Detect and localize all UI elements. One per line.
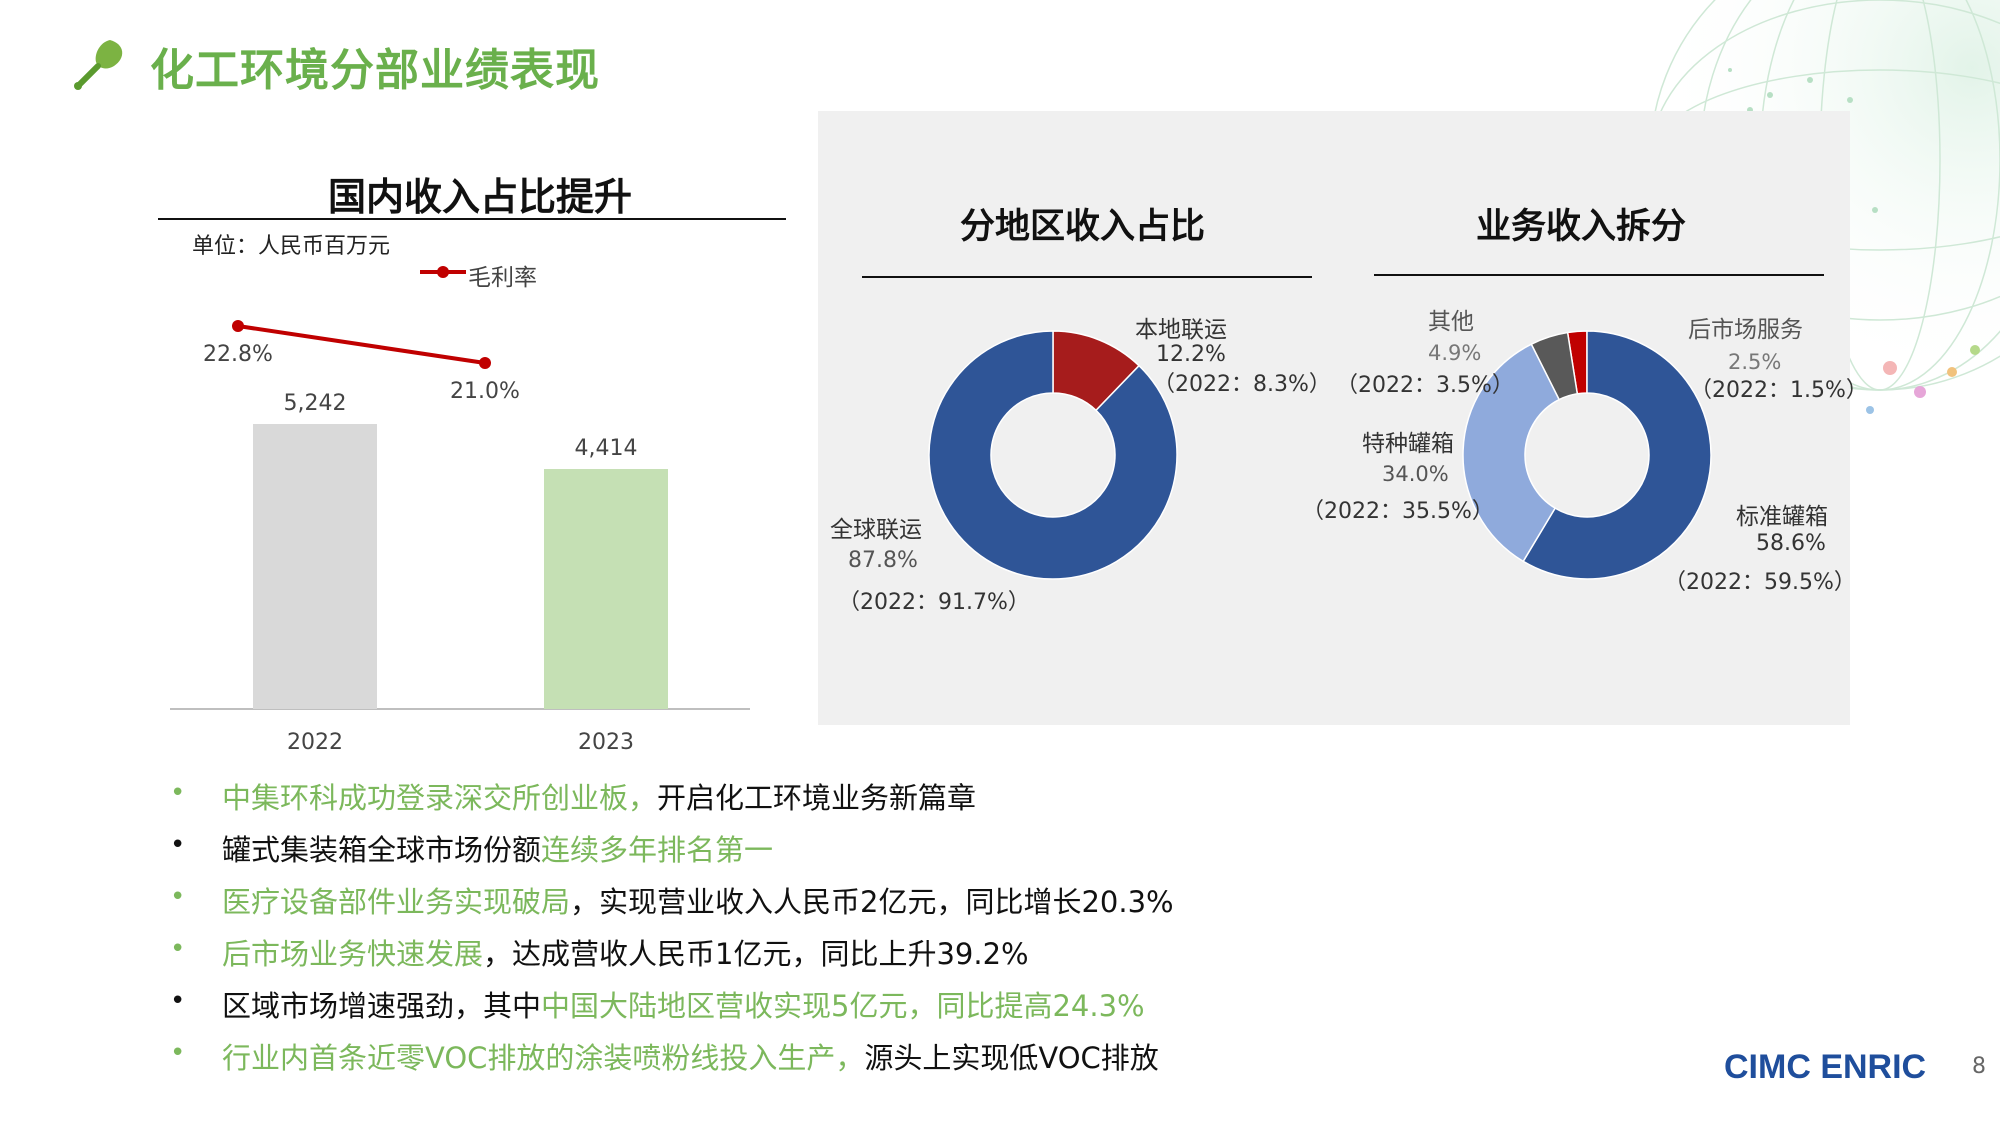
donut-slice-其他 [1530, 331, 1579, 401]
highlight-text: 罐式集装箱全球市场份额连续多年排名第一 [222, 827, 773, 869]
special-tank-prev: （2022：35.5%） [1302, 499, 1494, 524]
donut-slice-全球联运 [928, 330, 1178, 580]
highlight-text-part: 区域市场增速强劲，其中 [222, 989, 542, 1023]
bar-2023 [544, 469, 668, 709]
other-pct: 4.9% [1428, 341, 1482, 365]
bullet-dot-icon: • [170, 934, 186, 964]
highlight-text-part: 连续多年排名第一 [541, 833, 774, 867]
x-tick-2022: 2022 [287, 730, 343, 755]
standard-tank-pct: 58.6% [1756, 531, 1826, 556]
highlight-text-part: 源头上实现低VOC排放 [864, 1041, 1159, 1075]
bullet-dot-icon: • [170, 882, 186, 912]
other-prev: （2022：3.5%） [1336, 373, 1514, 398]
bar-label-2023: 4,414 [575, 436, 638, 461]
page-number: 8 [1972, 1054, 1986, 1079]
margin-line [237, 324, 486, 365]
region-heading-rule [862, 276, 1312, 278]
highlight-text: 行业内首条近零VOC排放的涂装喷粉线投入生产，源头上实现低VOC排放 [222, 1035, 1159, 1077]
bullet-dot-icon: • [170, 778, 186, 808]
highlight-text: 医疗设备部件业务实现破局，实现营业收入人民币2亿元，同比增长20.3% [222, 879, 1174, 921]
highlight-text-part: 中国大陆地区营收实现5亿元，同比提高24.3% [541, 989, 1145, 1023]
bar-2022 [253, 424, 377, 709]
highlight-text-part: 行业内首条近零VOC排放的涂装喷粉线投入生产， [222, 1041, 865, 1075]
unit-label: 单位：人民币百万元 [192, 234, 391, 259]
cimc-enric-logo: CIMC ENRIC [1724, 1048, 1927, 1086]
x-tick-2023: 2023 [578, 730, 634, 755]
margin-label-2022: 22.8% [203, 342, 273, 367]
local-pct: 12.2% [1156, 342, 1226, 367]
highlight-text-part: 罐式集装箱全球市场份额 [222, 833, 542, 867]
highlight-text-part: 中集环科成功登录深交所创业板， [222, 781, 658, 815]
local-prev: （2022：8.3%） [1153, 372, 1331, 397]
local-label: 本地联运 [1135, 317, 1227, 343]
bullet-dot-icon: • [170, 830, 186, 860]
left-chart-heading: 国内收入占比提升 [328, 175, 633, 219]
bullet-dot-icon: • [170, 1038, 186, 1068]
page-title: 化工环境分部业绩表现 [150, 45, 600, 96]
global-prev: （2022：91.7%） [838, 590, 1030, 615]
after-market-prev: （2022：1.5%） [1690, 378, 1868, 403]
region-donut-chart [928, 330, 1178, 580]
business-heading-rule [1374, 274, 1824, 276]
business-donut-chart [1462, 330, 1712, 580]
bullet-dot-icon: • [170, 986, 186, 1016]
standard-tank-prev: （2022：59.5%） [1664, 570, 1856, 595]
after-market-pct: 2.5% [1728, 350, 1782, 374]
after-market-label: 后市场服务 [1688, 317, 1803, 343]
other-label: 其他 [1428, 309, 1474, 335]
standard-tank-label: 标准罐箱 [1736, 504, 1828, 530]
legend-label: 毛利率 [468, 265, 537, 291]
global-label: 全球联运 [830, 517, 922, 543]
legend-line-icon [420, 266, 466, 278]
special-tank-pct: 34.0% [1382, 462, 1449, 486]
margin-point-2023 [479, 357, 491, 369]
business-heading: 业务收入拆分 [1476, 207, 1687, 247]
highlight-text-part: 后市场业务快速发展 [222, 937, 484, 971]
highlight-text-part: ，实现营业收入人民币2亿元，同比增长20.3% [570, 885, 1174, 919]
margin-label-2023: 21.0% [450, 379, 520, 404]
bar-label-2022: 5,242 [284, 391, 347, 416]
highlight-text: 中集环科成功登录深交所创业板，开启化工环境业务新篇章 [222, 775, 976, 817]
highlight-text: 区域市场增速强劲，其中中国大陆地区营收实现5亿元，同比提高24.3% [222, 983, 1145, 1025]
donut-slice-标准罐箱 [1522, 330, 1712, 580]
highlight-text-part: 开启化工环境业务新篇章 [657, 781, 977, 815]
donut-slice-特种罐箱 [1462, 343, 1561, 563]
leaf-brush-icon [74, 40, 123, 90]
region-heading: 分地区收入占比 [960, 207, 1206, 247]
highlight-text-part: 医疗设备部件业务实现破局 [222, 885, 571, 919]
margin-point-2022 [232, 320, 244, 332]
highlight-text: 后市场业务快速发展，达成营收人民币1亿元，同比上升39.2% [222, 931, 1029, 973]
left-heading-rule [158, 218, 786, 220]
highlight-text-part: ，达成营收人民币1亿元，同比上升39.2% [483, 937, 1029, 971]
global-pct: 87.8% [848, 548, 918, 573]
special-tank-label: 特种罐箱 [1362, 431, 1454, 457]
revenue-bar-chart: 5,242 4,414 22.8% 21.0% 2022 2023 [170, 320, 750, 755]
